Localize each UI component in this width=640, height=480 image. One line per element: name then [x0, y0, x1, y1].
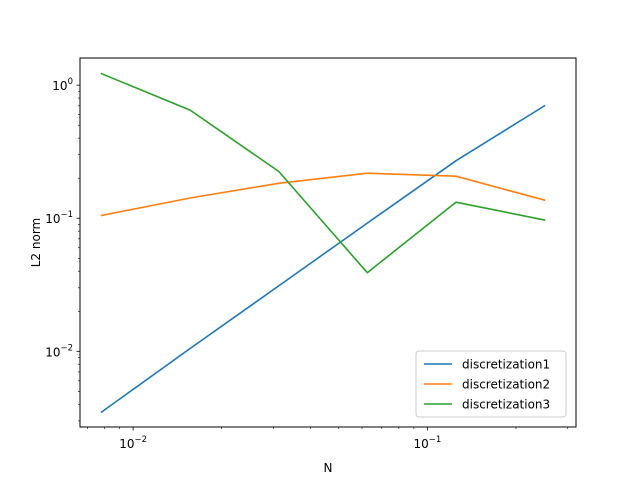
- tick-label-exponent: 0: [68, 77, 73, 87]
- plot-area-frame: [79, 57, 577, 428]
- series-line-2: [100, 172, 546, 217]
- x-tick-label: 10−1: [413, 435, 441, 451]
- y-tick-label: 10−1: [45, 210, 73, 226]
- y-tick-label: 10−2: [45, 343, 73, 359]
- x-axis-label: N: [324, 461, 333, 475]
- series-line-3: [100, 72, 546, 274]
- legend: discretization1 discretization2 discretiza…: [415, 350, 567, 418]
- legend-label-1: discretization1: [462, 358, 550, 372]
- y-axis-label: L2 norm: [29, 218, 43, 268]
- tick-label-base: 10: [45, 212, 60, 226]
- legend-label-3: discretization3: [462, 398, 550, 412]
- tick-label-base: 10: [52, 79, 67, 93]
- y-tick-label: 100: [52, 77, 73, 93]
- tick-label-exponent: −1: [429, 435, 442, 445]
- x-tick-label: 10−2: [119, 435, 147, 451]
- tick-label-base: 10: [45, 345, 60, 359]
- tick-label-exponent: −2: [60, 343, 73, 353]
- tick-label-exponent: −1: [60, 210, 73, 220]
- tick-label-base: 10: [413, 437, 428, 451]
- legend-label-2: discretization2: [462, 378, 550, 392]
- series-lines: [100, 72, 546, 414]
- tick-label-base: 10: [119, 437, 134, 451]
- series-line-1: [100, 104, 546, 414]
- legend-box: [415, 350, 567, 418]
- tick-label-exponent: −2: [134, 435, 147, 445]
